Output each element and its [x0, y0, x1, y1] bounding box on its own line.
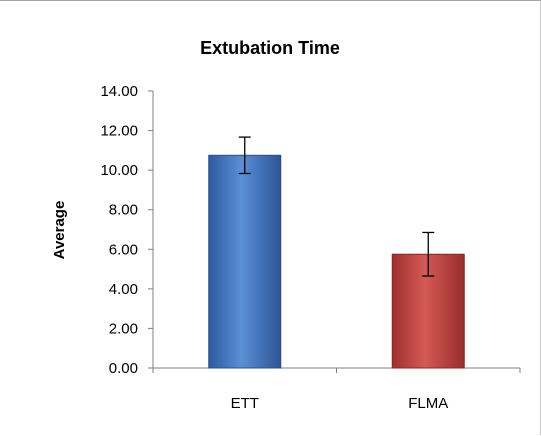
y-tick-label: 12.00 [100, 123, 138, 140]
y-axis-label: Average [51, 201, 68, 260]
y-tick-label: 2.00 [109, 320, 138, 337]
chart-title: Extubation Time [200, 38, 340, 58]
y-tick-label: 6.00 [109, 241, 138, 258]
y-tick-label: 4.00 [109, 281, 138, 298]
x-categories: ETT FLMA [231, 395, 449, 412]
y-tick-label: 14.00 [100, 83, 138, 100]
bars [208, 154, 465, 369]
x-category-label: FLMA [408, 395, 448, 412]
y-ticks: 0.00 2.00 4.00 6.00 8.00 10.00 12.00 14.00 [100, 83, 153, 377]
error-bars [238, 136, 435, 277]
y-tick-label: 0.00 [109, 360, 138, 377]
y-tick-label: 8.00 [109, 202, 138, 219]
y-tick-label: 10.00 [100, 162, 138, 179]
axes [152, 91, 521, 373]
bar-ett [208, 154, 282, 369]
x-category-label: ETT [231, 395, 259, 412]
